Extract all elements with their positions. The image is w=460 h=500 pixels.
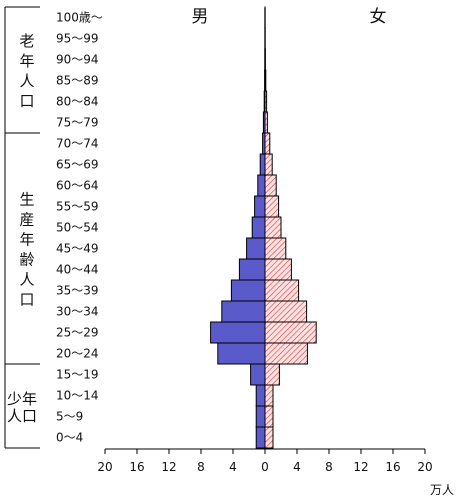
age-category-label: 85～89 bbox=[56, 74, 99, 88]
x-tick-label: 0 bbox=[261, 460, 269, 474]
bar-female bbox=[264, 384, 274, 407]
bar-male bbox=[238, 258, 266, 281]
header-male: 男 bbox=[192, 7, 209, 27]
bar-female bbox=[264, 132, 271, 155]
bar-male bbox=[255, 426, 266, 449]
bar-female bbox=[264, 279, 300, 302]
bar-female bbox=[264, 405, 274, 428]
group-label: 年 bbox=[19, 52, 34, 70]
x-tick-label: 8 bbox=[325, 460, 333, 474]
group-label: 口 bbox=[19, 291, 34, 309]
age-category-label: 35～39 bbox=[56, 284, 99, 298]
bar-male bbox=[255, 405, 266, 428]
group-label: 老 bbox=[19, 32, 34, 50]
bar-male bbox=[221, 300, 266, 323]
bar-male bbox=[246, 237, 266, 260]
bar-female bbox=[264, 258, 292, 281]
group-label: 生 bbox=[19, 191, 34, 209]
x-tick-label: 4 bbox=[229, 460, 237, 474]
bar-female bbox=[264, 174, 277, 197]
age-category-label: 20～24 bbox=[56, 347, 99, 361]
x-tick-label: 16 bbox=[129, 460, 144, 474]
bar-male bbox=[255, 384, 266, 407]
bar-female bbox=[264, 300, 308, 323]
bar-male bbox=[217, 342, 266, 365]
bar-female bbox=[264, 426, 274, 449]
bar-male bbox=[210, 321, 266, 344]
bar-female bbox=[264, 111, 268, 134]
age-category-label: 50～54 bbox=[56, 221, 99, 235]
x-tick-label: 12 bbox=[353, 460, 368, 474]
bar-male bbox=[257, 174, 266, 197]
age-category-label: 90～94 bbox=[56, 53, 99, 67]
x-tick-label: 4 bbox=[293, 460, 301, 474]
bar-female bbox=[264, 237, 287, 260]
age-category-label: 65～69 bbox=[56, 158, 99, 172]
age-category-label: 80～84 bbox=[56, 95, 99, 109]
age-category-label: 25～29 bbox=[56, 326, 99, 340]
group-label: 齢 bbox=[19, 251, 34, 269]
group-label: 人 bbox=[19, 271, 34, 289]
x-tick-label: 20 bbox=[417, 460, 432, 474]
x-tick-label: 20 bbox=[97, 460, 112, 474]
bar-female bbox=[264, 363, 280, 386]
group-label: 年 bbox=[19, 231, 34, 249]
group-label: 少年 bbox=[7, 390, 37, 408]
bar-female bbox=[264, 342, 308, 365]
age-category-label: 0～4 bbox=[56, 431, 83, 445]
age-category-label: 100歳～ bbox=[56, 11, 103, 25]
age-category-label: 75～79 bbox=[56, 116, 99, 130]
age-category-label: 55～59 bbox=[56, 200, 99, 214]
age-category-label: 95～99 bbox=[56, 32, 99, 46]
age-category-label: 40～44 bbox=[56, 263, 99, 277]
bar-female bbox=[264, 216, 282, 239]
bar-female bbox=[264, 195, 280, 218]
x-tick-label: 16 bbox=[385, 460, 400, 474]
group-label: 口 bbox=[19, 92, 34, 110]
x-tick-label: 12 bbox=[161, 460, 176, 474]
age-category-label: 5～9 bbox=[56, 410, 83, 424]
age-category-label: 30～34 bbox=[56, 305, 99, 319]
bar-female bbox=[264, 153, 273, 176]
x-axis-unit-label: 万人 bbox=[430, 483, 454, 497]
bar-female bbox=[264, 90, 268, 113]
group-label: 人口 bbox=[7, 407, 37, 425]
age-category-label: 45～49 bbox=[56, 242, 99, 256]
bar-male bbox=[250, 363, 266, 386]
bar-female bbox=[264, 69, 267, 92]
group-label: 人 bbox=[19, 72, 34, 90]
age-category-label: 60～64 bbox=[56, 179, 99, 193]
bar-female bbox=[264, 321, 317, 344]
bar-male bbox=[230, 279, 266, 302]
group-label: 産 bbox=[19, 211, 34, 229]
bar-male bbox=[259, 153, 266, 176]
age-category-label: 10～14 bbox=[56, 389, 99, 403]
x-tick-label: 8 bbox=[197, 460, 205, 474]
age-category-label: 70～74 bbox=[56, 137, 99, 151]
header-female: 女 bbox=[370, 7, 387, 27]
age-category-label: 15～19 bbox=[56, 368, 99, 382]
bar-male bbox=[254, 195, 266, 218]
bar-male bbox=[251, 216, 266, 239]
